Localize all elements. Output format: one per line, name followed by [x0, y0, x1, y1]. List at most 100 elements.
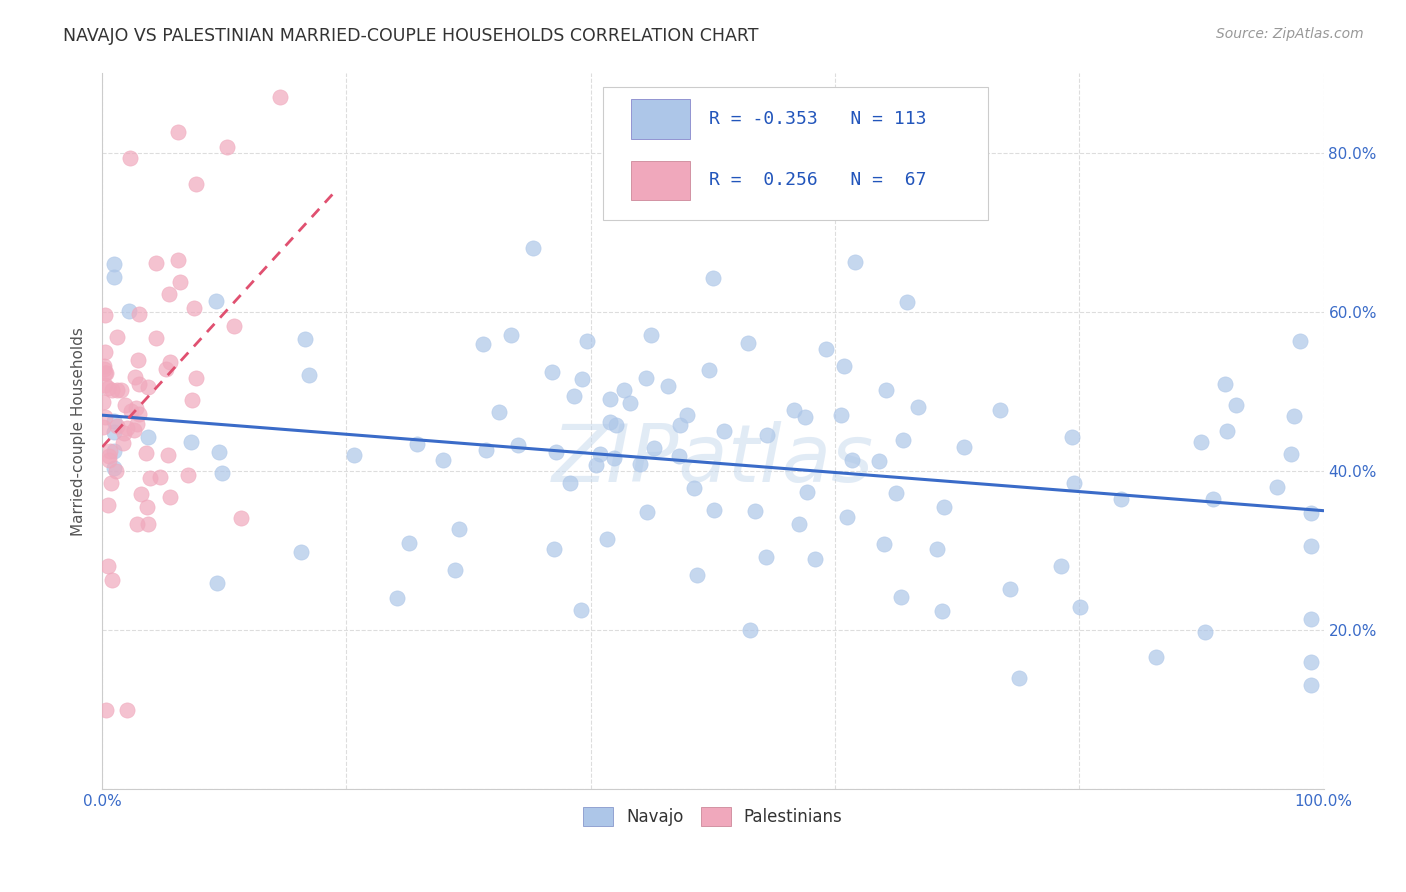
- Point: [94, 366, 117, 380]
- Point: [176, 468, 198, 483]
- Point: [103, 425, 125, 440]
- Point: [686, 567, 709, 582]
- Point: [97, 381, 120, 395]
- Point: [841, 452, 863, 467]
- Point: [471, 337, 494, 351]
- Point: [540, 365, 562, 379]
- Point: [783, 402, 806, 417]
- Point: [224, 319, 246, 334]
- Point: [794, 409, 817, 424]
- Point: [990, 403, 1012, 417]
- Point: [1008, 672, 1031, 686]
- Text: ZIPatlas: ZIPatlas: [551, 421, 875, 499]
- Point: [562, 389, 585, 403]
- Point: [1267, 480, 1289, 494]
- Point: [925, 542, 948, 557]
- Point: [93, 362, 115, 376]
- Point: [713, 424, 735, 438]
- Point: [127, 516, 149, 531]
- Point: [97, 498, 120, 512]
- Point: [787, 516, 810, 531]
- Point: [697, 363, 720, 377]
- Point: [575, 334, 598, 349]
- Point: [844, 255, 866, 269]
- Point: [744, 504, 766, 518]
- Point: [755, 428, 778, 442]
- Point: [103, 444, 125, 458]
- Point: [508, 438, 530, 452]
- Point: [569, 603, 592, 617]
- Point: [896, 294, 918, 309]
- Point: [180, 434, 202, 449]
- Point: [139, 471, 162, 485]
- Point: [105, 418, 128, 433]
- Point: [755, 549, 778, 564]
- Point: [1202, 491, 1225, 506]
- Point: [100, 573, 122, 587]
- Point: [155, 361, 177, 376]
- Point: [94, 366, 117, 380]
- Point: [183, 301, 205, 316]
- Point: [124, 370, 146, 384]
- Point: [208, 444, 231, 458]
- Point: [103, 461, 125, 475]
- Point: [385, 591, 408, 606]
- Point: [522, 241, 544, 255]
- Legend: Navajo, Palestinians: Navajo, Palestinians: [575, 798, 851, 835]
- Point: [657, 378, 679, 392]
- Point: [112, 426, 135, 441]
- Point: [907, 401, 929, 415]
- Point: [129, 486, 152, 500]
- Point: [605, 418, 627, 433]
- Point: [1282, 409, 1305, 423]
- Point: [682, 481, 704, 495]
- Point: [93, 420, 115, 434]
- Point: [934, 500, 956, 514]
- Point: [599, 392, 621, 406]
- Point: [738, 624, 761, 638]
- Point: [117, 703, 139, 717]
- Point: [1189, 434, 1212, 449]
- Point: [159, 491, 181, 505]
- Point: [612, 383, 634, 397]
- Point: [135, 446, 157, 460]
- Point: [93, 395, 115, 409]
- Point: [1213, 376, 1236, 391]
- Point: [890, 590, 912, 604]
- Point: [546, 444, 568, 458]
- Point: [215, 140, 238, 154]
- Point: [294, 332, 316, 346]
- Point: [875, 383, 897, 397]
- Text: NAVAJO VS PALESTINIAN MARRIED-COUPLE HOUSEHOLDS CORRELATION CHART: NAVAJO VS PALESTINIAN MARRIED-COUPLE HOU…: [63, 27, 759, 45]
- Point: [571, 372, 593, 386]
- Point: [432, 452, 454, 467]
- Point: [110, 383, 132, 397]
- Point: [873, 537, 896, 551]
- Point: [628, 457, 651, 471]
- Point: [1194, 625, 1216, 640]
- Point: [634, 371, 657, 385]
- Point: [103, 270, 125, 285]
- Point: [1063, 476, 1085, 491]
- Point: [585, 458, 607, 473]
- Point: [167, 252, 190, 267]
- Point: [1144, 650, 1167, 665]
- Point: [269, 90, 291, 104]
- Point: [100, 383, 122, 397]
- Point: [157, 287, 180, 301]
- Y-axis label: Married-couple Households: Married-couple Households: [72, 326, 86, 535]
- Point: [136, 429, 159, 443]
- Point: [737, 336, 759, 351]
- Point: [103, 257, 125, 271]
- Point: [94, 703, 117, 717]
- Point: [640, 327, 662, 342]
- Point: [136, 516, 159, 531]
- Point: [499, 327, 522, 342]
- FancyBboxPatch shape: [631, 99, 690, 138]
- Point: [804, 551, 827, 566]
- Point: [560, 476, 582, 491]
- Point: [229, 511, 252, 525]
- Point: [205, 576, 228, 591]
- Point: [1050, 559, 1073, 574]
- Point: [1301, 506, 1323, 520]
